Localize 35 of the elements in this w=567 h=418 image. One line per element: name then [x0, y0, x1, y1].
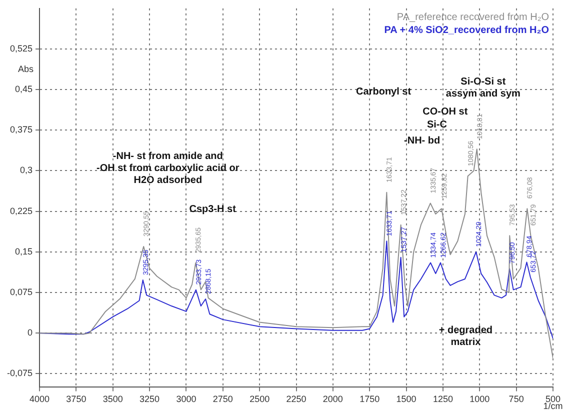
x-tick-label: 3500: [102, 394, 123, 404]
x-tick-label: 3000: [176, 394, 196, 404]
y-tick-label: 0: [28, 328, 33, 338]
text: PA + 4% SiO2_recovered from H₂O: [384, 25, 550, 36]
y-tick-label: 0,225: [10, 206, 33, 216]
x-tick-label: 750: [508, 394, 524, 404]
y-tick-label: 0,15: [14, 246, 33, 256]
x-tick-label: 1750: [360, 394, 380, 404]
x-tick-label: 2250: [286, 394, 306, 404]
x-tick-label: 2750: [212, 394, 233, 404]
x-tick-label: 3250: [140, 394, 160, 404]
annotation: Si-C: [426, 119, 447, 130]
annotation: -NH- st from amide and -OH st from carboxylic acid or H2O adsorbed: [96, 150, 240, 186]
y-tick-label: 0,45: [14, 84, 33, 94]
y-tick-label: 0,075: [10, 286, 33, 297]
y-axis-title: Abs: [18, 64, 34, 74]
annotation: CO-OH st: [422, 106, 468, 118]
text: PA_reference recovered from H₂O: [396, 12, 550, 24]
x-tick-label: 1250: [432, 394, 453, 404]
annotation: Carbonyl st: [356, 86, 412, 98]
annotation: Csp3-H st: [189, 204, 237, 215]
x-tick-label: 1000: [470, 394, 490, 404]
y-tick-label: 0,3: [20, 165, 33, 176]
annotation: + degraded matrix: [438, 325, 493, 348]
x-tick-label: 2500: [250, 394, 270, 404]
x-tick-label: 2000: [322, 394, 343, 404]
y-tick-label: -0,075: [6, 368, 33, 378]
y-tick-label: 0,375: [10, 124, 33, 135]
y-tick-label: 0,525: [10, 43, 33, 54]
x-tick-label: 3750: [66, 394, 86, 404]
x-tick-label: 1500: [396, 394, 416, 404]
annotation: -NH- bd: [404, 136, 440, 147]
annotation: Si-O-Si st assym and sym: [446, 76, 521, 100]
x-tick-label: 4000: [30, 394, 50, 404]
x-axis-title: 1/cm: [543, 401, 563, 412]
